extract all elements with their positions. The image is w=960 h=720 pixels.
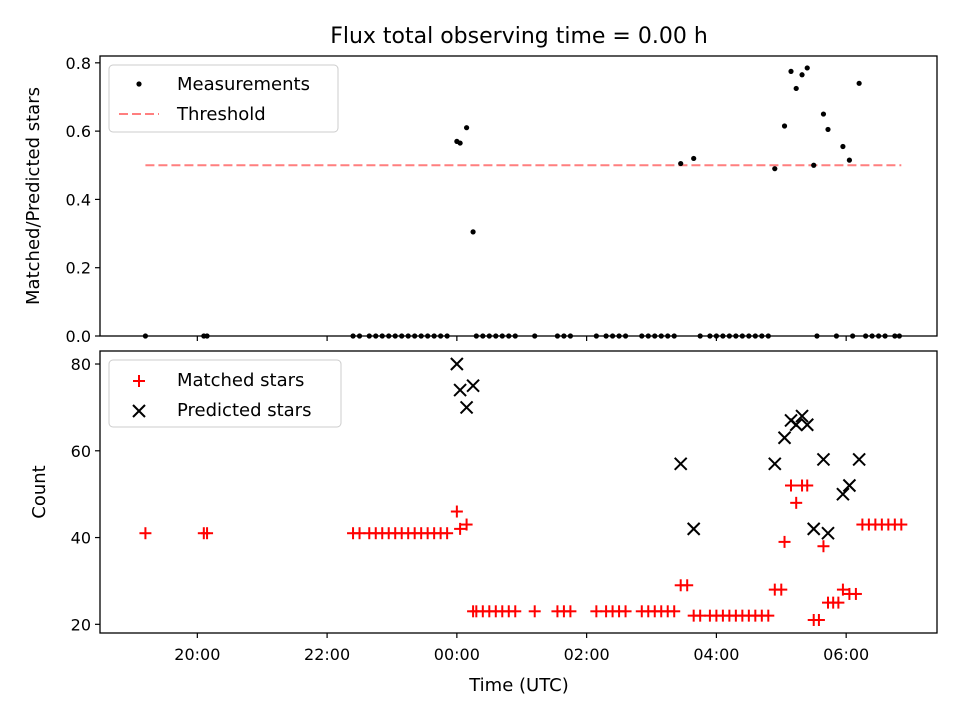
predicted-star-point: [686, 522, 701, 536]
matched-star-point: [441, 527, 454, 540]
measurement-point: [825, 126, 831, 133]
predicted-star-point: [852, 452, 866, 467]
measurement-point: [463, 125, 470, 131]
bottom-axes-frame: [99, 350, 938, 634]
measurement-point: [811, 162, 817, 168]
matched-star-point: [564, 605, 577, 618]
predicted-star-point: [836, 487, 850, 501]
predicted-star-point: [459, 400, 474, 415]
matched-star-point: [790, 496, 803, 509]
predicted-star-point: [816, 452, 831, 467]
matched-star-point: [528, 605, 541, 618]
bottom-x-ticks: 20:00 22:00 00:00 02:00 04:00 06:00: [174, 633, 869, 664]
legend-matched-label: Matched stars: [177, 370, 304, 391]
top-axes-frame: [99, 55, 938, 337]
legend-threshold-label: Threshold: [176, 104, 266, 125]
predicted-star-point: [450, 357, 464, 371]
bottom-x-tick-label: 06:00: [823, 645, 869, 664]
top-y-tick-label: 0.0: [66, 327, 91, 346]
matched-star-point: [509, 605, 522, 618]
predicted-star-point: [795, 409, 809, 423]
top-x-ticks: [196, 336, 847, 341]
bottom-panel: 20:00 22:00 00:00 02:00 04:00 06:00 20406080 …: [29, 350, 938, 696]
figure-title: Flux total observing time = 0.00 h: [330, 24, 708, 49]
predicted-star-point: [466, 379, 480, 393]
measurement-point: [799, 72, 805, 78]
matched-star-point: [778, 535, 791, 548]
matched-star-point: [139, 527, 152, 540]
bottom-legend-box: [108, 359, 342, 428]
predicted-star-point: [674, 457, 688, 471]
matched-star-point: [849, 587, 862, 600]
bottom-y-tick-label: 40: [71, 529, 91, 548]
measurement-point: [470, 229, 476, 235]
bottom-y-tick-label: 20: [71, 615, 91, 634]
matched-star-point: [832, 596, 845, 609]
matched-star-point: [895, 518, 908, 531]
matched-star-point: [619, 605, 632, 618]
matched-star-point: [460, 518, 473, 531]
top-y-tick-label: 0.8: [66, 54, 91, 73]
top-legend: Measurements Threshold: [108, 64, 339, 133]
predicted-star-point: [800, 418, 814, 432]
legend-matched-marker: [133, 375, 145, 387]
top-legend-box: [108, 64, 339, 133]
measurement-point: [846, 157, 853, 163]
measurement-point: [856, 80, 862, 86]
predicted-star-point: [768, 457, 782, 471]
bottom-x-tick-label: 02:00: [564, 645, 610, 664]
predicted-star-point: [807, 522, 821, 536]
measurement-point: [781, 123, 788, 129]
measurement-point: [793, 85, 799, 92]
measurement-point: [772, 166, 778, 172]
matched-star-point: [817, 540, 830, 553]
matched-star-point: [668, 605, 681, 618]
matched-star-point: [201, 527, 214, 540]
measurement-point: [820, 111, 827, 117]
matched-star-point: [450, 505, 463, 518]
top-panel: 0.00.20.40.60.8 Matched/Predicted stars …: [23, 54, 938, 346]
predicted-star-point: [821, 526, 835, 540]
measurement-point: [788, 68, 794, 74]
top-y-tick-label: 0.4: [66, 190, 91, 209]
measurement-point: [691, 155, 697, 162]
bottom-x-tick-label: 20:00: [174, 645, 220, 664]
legend-predicted-label: Predicted stars: [177, 400, 311, 421]
matched-star-point: [775, 583, 788, 596]
legend-measurements-label: Measurements: [177, 74, 310, 95]
predicted-star-point: [789, 418, 803, 432]
predicted-star-point: [453, 383, 467, 397]
bottom-y-tick-label: 60: [71, 442, 91, 461]
matched-star-point: [836, 583, 849, 596]
bottom-x-tick-label: 22:00: [304, 645, 350, 664]
bottom-y-axis-label: Count: [29, 465, 50, 518]
bottom-y-ticks: 20 40 60 80: [71, 355, 100, 634]
matched-star-point: [454, 522, 467, 535]
matched-star-point: [801, 479, 814, 492]
measurement-point: [840, 143, 846, 150]
bottom-y-tick-label: 80: [71, 355, 91, 374]
bottom-x-axis-label: Time (UTC): [468, 675, 569, 696]
predicted-star-point: [777, 431, 792, 445]
matched-star-point: [681, 579, 694, 592]
top-y-tick-label: 0.6: [66, 122, 91, 141]
bottom-x-tick-label: 00:00: [434, 645, 480, 664]
top-y-axis-label: Matched/Predicted stars: [23, 87, 44, 305]
matched-star-point: [785, 479, 798, 492]
top-y-tick-label: 0.2: [66, 259, 91, 278]
top-y-ticks: 0.0 0.2 0.4 0.6 0.8: [66, 54, 100, 346]
measurement-point: [804, 65, 810, 71]
bottom-x-tick-label: 04:00: [693, 645, 739, 664]
measurement-point: [678, 160, 684, 167]
measurement-point: [457, 140, 463, 146]
matched-star-point: [762, 609, 775, 622]
predicted-star-point: [842, 478, 857, 493]
bottom-legend: Matched stars Predicted stars: [108, 359, 342, 428]
legend-measurements-marker: [136, 81, 142, 87]
matched-star-point: [812, 613, 825, 626]
legend-predicted-marker: [132, 404, 146, 418]
bottom-marks: [139, 357, 908, 626]
